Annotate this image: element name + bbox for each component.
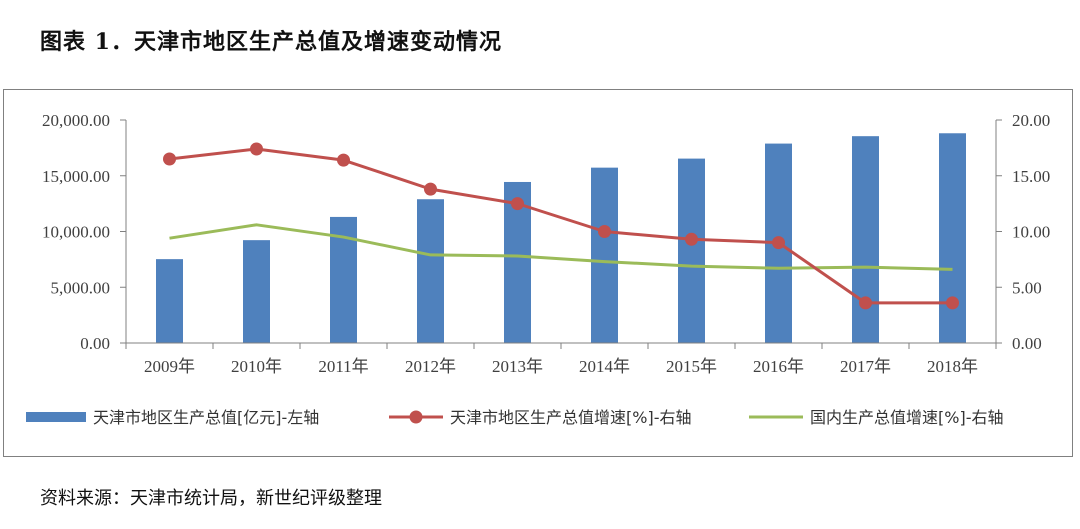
left-tick-label: 5,000.00 — [51, 278, 111, 297]
bar — [939, 133, 966, 343]
tianjin-growth-point — [337, 153, 350, 167]
x-tick-label: 2011年 — [318, 357, 368, 376]
tianjin-growth-point — [163, 152, 176, 166]
tianjin-growth-point — [859, 296, 872, 310]
right-tick-label: 5.00 — [1012, 278, 1042, 297]
x-tick-label: 2017年 — [840, 357, 891, 376]
tianjin-growth-point — [598, 225, 611, 238]
left-tick-label: 15,000.00 — [42, 167, 110, 186]
bar — [243, 240, 270, 343]
x-tick-label: 2014年 — [579, 357, 630, 376]
tianjin-growth-line — [169, 147, 953, 305]
x-tick-label: 2015年 — [666, 357, 717, 376]
chart-frame: 0.00 5,000.00 10,000.00 15,000.00 20,000.00 0… — [3, 89, 1073, 457]
left-tick-label: 20,000.00 — [42, 111, 110, 130]
left-tick-label: 10,000.00 — [42, 223, 110, 242]
tianjin-growth-point — [511, 197, 524, 211]
legend-swatch-tianjin-marker — [409, 410, 423, 424]
left-tick-label: 0.00 — [80, 334, 110, 353]
x-tick-label: 2016年 — [753, 357, 804, 376]
x-tick-label: 2009年 — [144, 357, 195, 376]
legend-label-gdp: 天津市地区生产总值[亿元]-左轴 — [93, 408, 319, 427]
bar — [678, 158, 705, 343]
x-tick-label: 2018年 — [927, 357, 978, 376]
right-tick-label: 0.00 — [1012, 334, 1042, 353]
legend-swatch-bar — [26, 412, 86, 422]
x-tick-label: 2012年 — [405, 357, 456, 376]
chart: 0.00 5,000.00 10,000.00 15,000.00 20,000.00 0… — [26, 111, 1050, 427]
national-growth-line — [169, 223, 953, 271]
tianjin-growth-point — [772, 236, 785, 250]
x-tick-label: 2013年 — [492, 357, 543, 376]
source-note: 资料来源：天津市统计局，新世纪评级整理 — [40, 488, 382, 509]
legend-label-tianjin-growth: 天津市地区生产总值增速[%]-右轴 — [450, 408, 691, 427]
right-tick-label: 20.00 — [1012, 111, 1050, 130]
tianjin-growth-point — [946, 296, 959, 310]
x-tick-label: 2010年 — [231, 357, 282, 376]
bar — [156, 259, 183, 343]
tianjin-growth-point — [250, 142, 263, 156]
bar — [417, 199, 444, 343]
bar — [852, 136, 879, 343]
tianjin-growth-point — [424, 182, 437, 196]
right-tick-label: 10.00 — [1012, 223, 1050, 242]
bar — [591, 167, 618, 343]
legend-label-national-growth: 国内生产总值增速[%]-右轴 — [810, 408, 1003, 427]
figure-title: 图表 1．天津市地区生产总值及增速变动情况 — [40, 29, 502, 55]
right-tick-label: 15.00 — [1012, 167, 1050, 186]
tianjin-growth-point — [685, 232, 698, 246]
